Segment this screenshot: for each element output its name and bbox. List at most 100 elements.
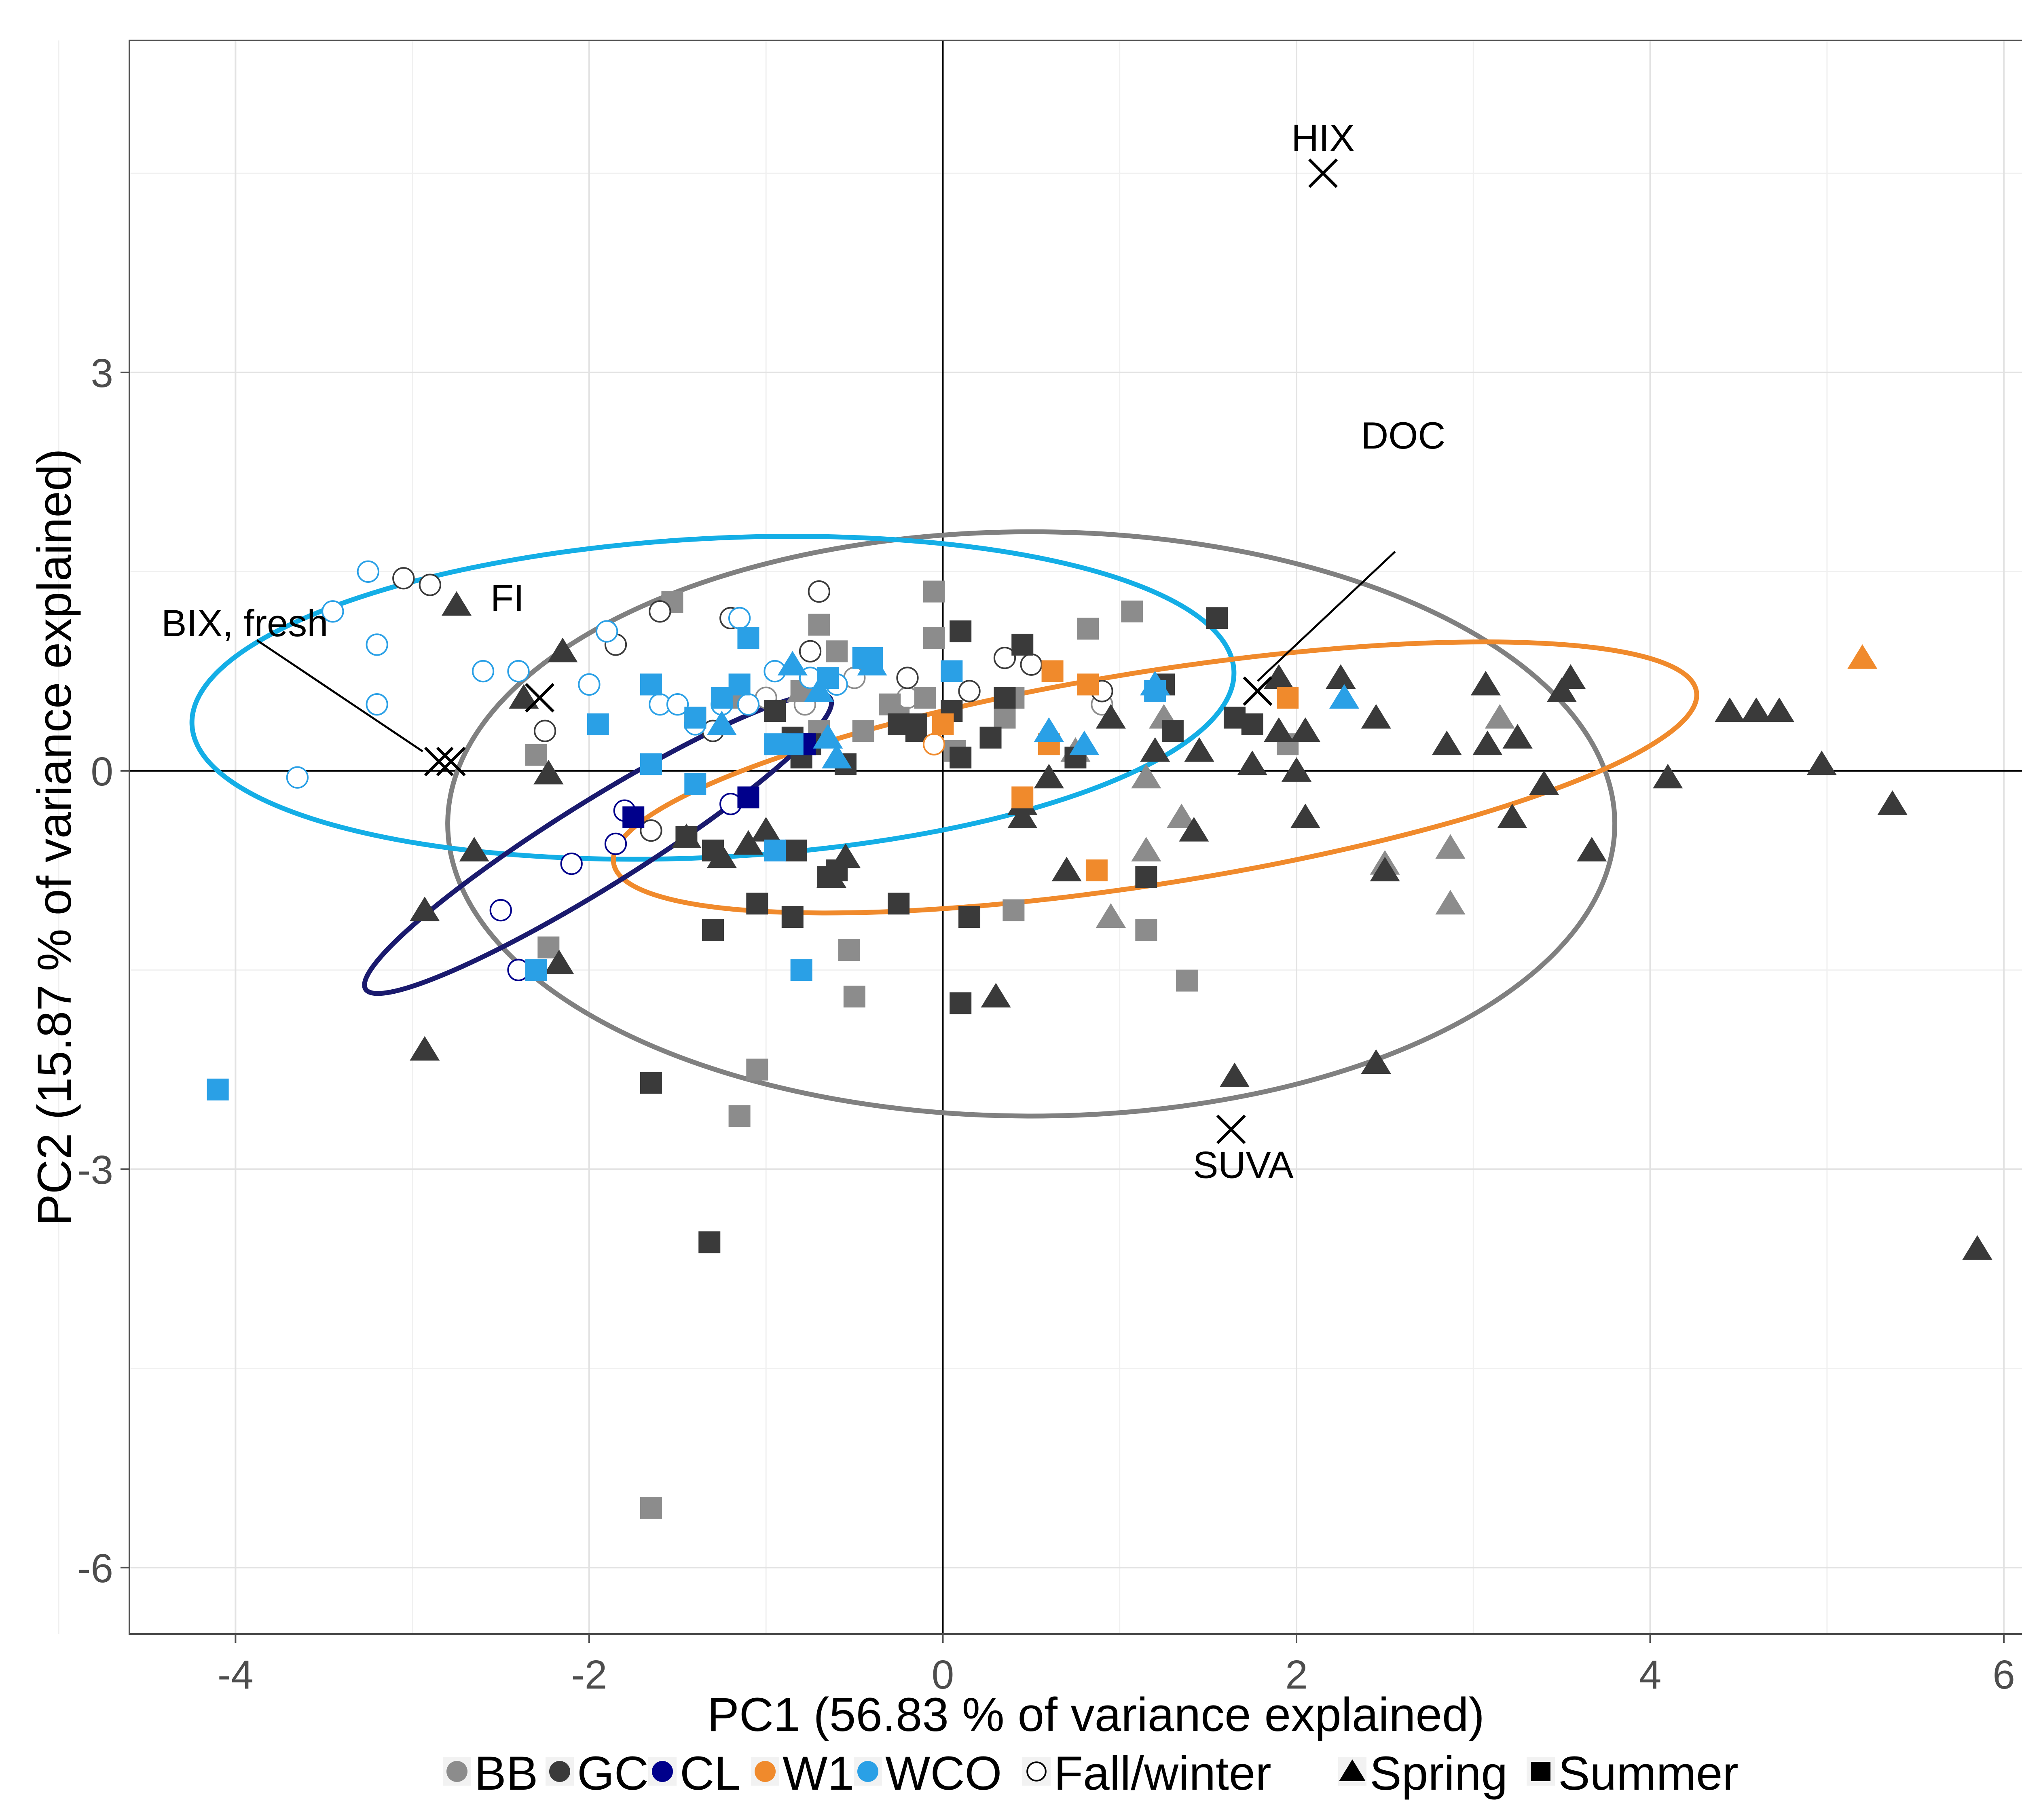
point-gc <box>533 720 556 742</box>
point-gc <box>508 684 539 709</box>
point-bb <box>537 936 560 959</box>
series-w1-spring <box>1847 644 1878 669</box>
point-gc <box>441 591 472 616</box>
point-gc <box>1179 817 1209 842</box>
point-wco <box>366 693 388 716</box>
point-gc <box>746 893 768 915</box>
legend-label-wco: WCO <box>885 1747 1002 1800</box>
loading-label-suva: SUVA <box>1193 1143 1294 1186</box>
point-gc <box>958 906 981 928</box>
doc-leader-line <box>1257 551 1396 682</box>
loading-label-bix: BIX, fresh <box>161 602 328 644</box>
point-wco <box>684 707 706 729</box>
point-gc <box>896 667 919 689</box>
point-bb <box>843 986 865 1007</box>
legend-item-w1: W1 <box>751 1747 854 1800</box>
point-wco <box>804 677 834 702</box>
point-gc <box>799 640 822 662</box>
point-gc <box>1546 677 1577 702</box>
y-axis-title: PC2 (15.87 % of variance explained) <box>28 449 81 1226</box>
point-gc <box>950 620 972 643</box>
point-gc <box>905 713 927 735</box>
loading-label-hix: HIX <box>1291 116 1355 159</box>
legend-item-cl: CL <box>648 1747 741 1800</box>
point-wco <box>737 693 760 716</box>
point-gc <box>1470 671 1501 696</box>
point-cl <box>622 806 645 828</box>
point-gc <box>1715 697 1745 722</box>
point-gc <box>1219 1062 1250 1087</box>
point-bb <box>1121 600 1143 622</box>
legend-key-w1 <box>755 1761 776 1782</box>
legend-label-gc: GC <box>577 1747 649 1800</box>
legend-item-fall-winter: Fall/winter <box>1022 1747 1271 1800</box>
point-bb <box>1435 890 1466 915</box>
x-tick-label: -4 <box>218 1652 254 1697</box>
point-w1 <box>1041 660 1064 682</box>
bix-leader-line <box>256 639 423 752</box>
point-cl <box>737 786 759 808</box>
legend-key-fall-winter <box>1026 1761 1047 1782</box>
legend-item-spring: Spring <box>1338 1747 1508 1800</box>
point-gc <box>1020 653 1043 676</box>
point-gc <box>764 700 786 722</box>
point-bb <box>1003 899 1025 921</box>
legend-item-wco: WCO <box>854 1747 1002 1800</box>
point-wco <box>728 673 751 696</box>
point-wco <box>684 773 706 795</box>
point-gc <box>1529 770 1559 795</box>
point-wco <box>640 673 662 696</box>
loading-marker-fi <box>525 683 554 713</box>
point-wco <box>1069 730 1100 756</box>
point-gc <box>544 950 574 974</box>
point-gc <box>1653 764 1683 789</box>
legend-key-cl <box>652 1761 673 1782</box>
point-bb <box>852 720 874 742</box>
point-wco <box>1034 717 1064 742</box>
point-wco <box>1144 680 1166 702</box>
point-gc <box>548 637 578 662</box>
point-gc <box>1011 633 1034 656</box>
x-axis-title: PC1 (56.83 % of variance explained) <box>707 1688 1485 1742</box>
series-w1-summer <box>932 660 1299 882</box>
legend-item-summer: Summer <box>1527 1747 1739 1800</box>
point-bb <box>1176 969 1198 992</box>
point-gc <box>1264 717 1294 742</box>
point-gc <box>785 839 807 861</box>
point-gc <box>392 567 415 590</box>
point-wco <box>790 959 812 981</box>
point-gc <box>1290 717 1320 742</box>
point-gc <box>781 906 804 928</box>
point-gc <box>1281 757 1312 782</box>
point-gc <box>1497 804 1527 828</box>
point-gc <box>1555 664 1586 689</box>
point-gc <box>733 830 764 855</box>
point-gc <box>1161 720 1184 742</box>
series-wco-summer <box>207 627 1166 1100</box>
point-gc <box>675 826 698 848</box>
legend-key-spring <box>1339 1759 1366 1781</box>
variable-loadings: HIX DOC FI BIX, fresh SUVA <box>161 116 1445 1186</box>
point-gc <box>1326 664 1356 689</box>
point-gc <box>958 680 981 703</box>
point-gc <box>640 1072 662 1094</box>
point-wco <box>525 959 547 981</box>
point-wco <box>941 660 963 682</box>
legend-label-fall-winter: Fall/winter <box>1054 1747 1271 1800</box>
legend-item-gc: GC <box>546 1747 649 1800</box>
point-wco <box>321 600 344 623</box>
point-w1 <box>922 733 945 756</box>
point-gc <box>649 600 671 623</box>
point-gc <box>410 896 440 921</box>
point-gc <box>1370 857 1400 882</box>
point-gc <box>1361 1049 1391 1074</box>
point-bb <box>1166 804 1197 828</box>
point-bb <box>1131 837 1161 861</box>
point-gc <box>1237 750 1267 775</box>
point-bb <box>923 580 945 603</box>
point-bb <box>728 1105 751 1127</box>
point-bb <box>826 640 848 662</box>
point-wco <box>207 1078 229 1100</box>
point-gc <box>1096 704 1126 729</box>
